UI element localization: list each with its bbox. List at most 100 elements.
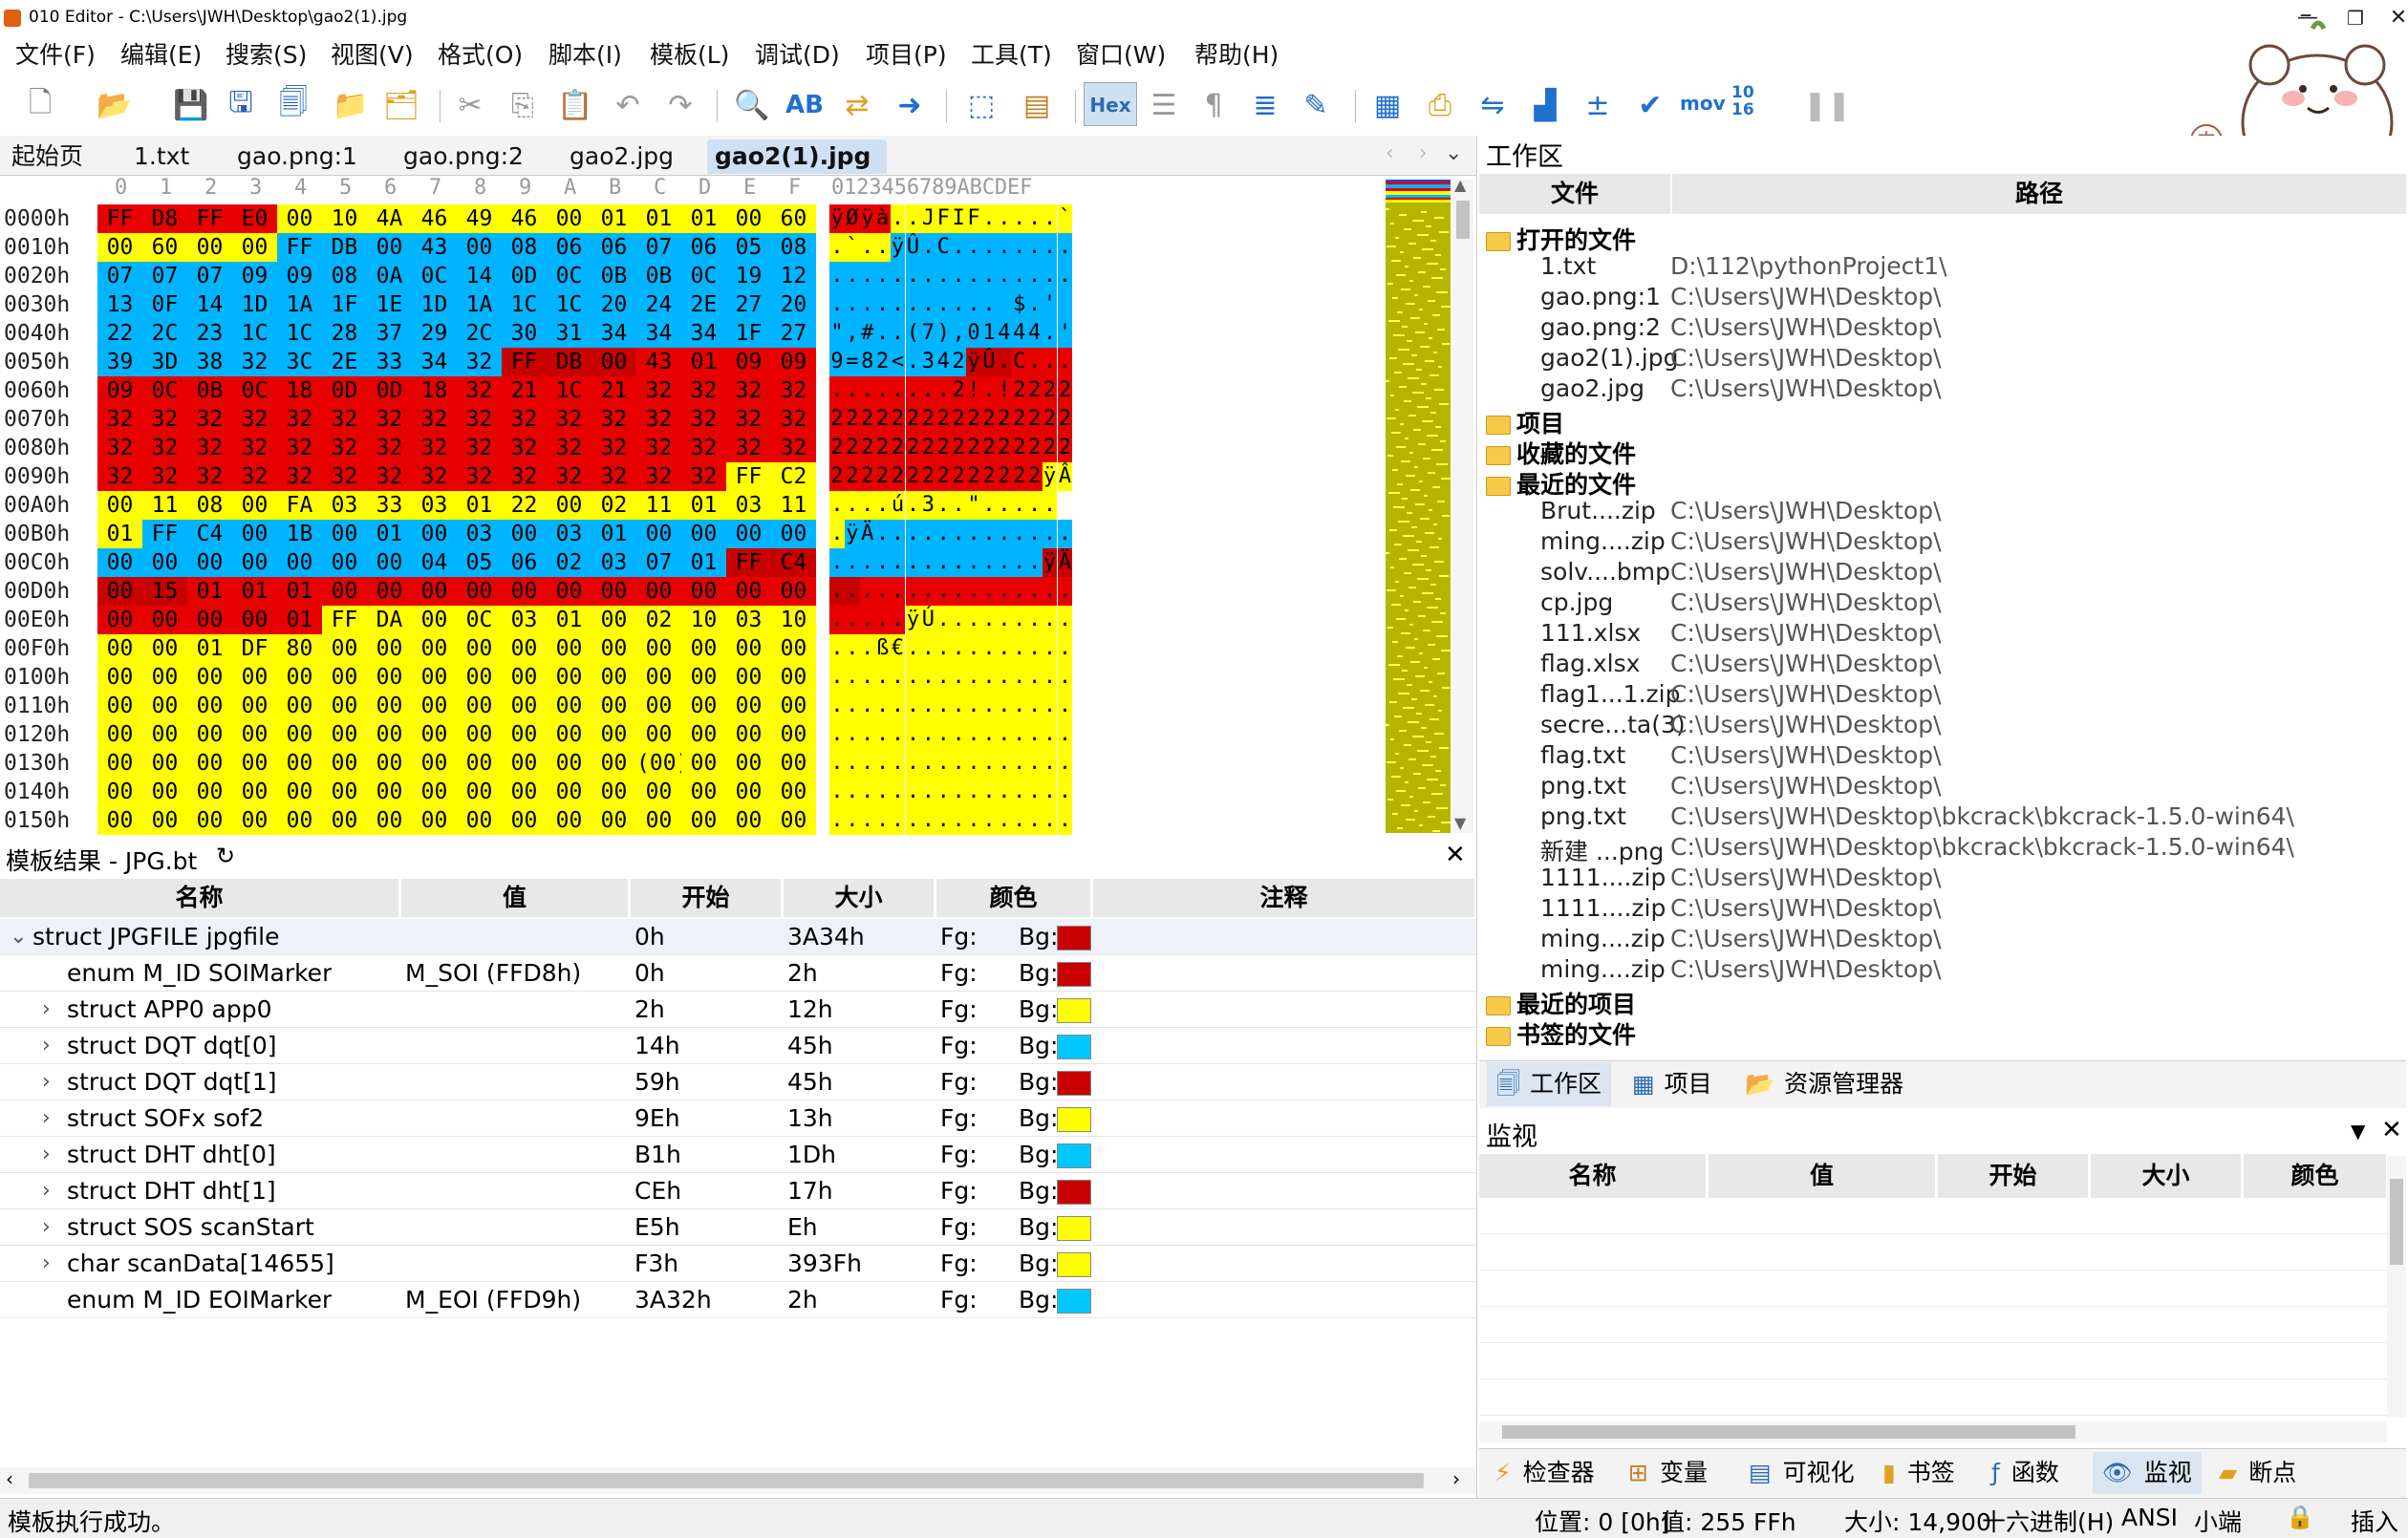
ascii-char[interactable]: ß	[874, 634, 891, 663]
ascii-char[interactable]: .	[935, 548, 952, 577]
hex-byte[interactable]: 1F	[726, 319, 771, 348]
ascii-char[interactable]: .	[951, 692, 967, 720]
ascii-char[interactable]: .	[844, 290, 860, 319]
hex-byte[interactable]: 03	[322, 491, 367, 520]
ascii-char[interactable]: €	[890, 634, 906, 663]
ascii-char[interactable]: Ø	[844, 204, 860, 233]
ascii-char[interactable]: 2	[1026, 462, 1043, 491]
template-row[interactable]: › char scanData[14655] F3h 393Fh Fg: Bg:	[0, 1246, 1476, 1282]
menu-item-10[interactable]: 窗口(W)	[1076, 41, 1167, 69]
ascii-char[interactable]: .	[1011, 606, 1027, 634]
hex-byte[interactable]: 39	[97, 348, 142, 376]
ascii-char[interactable]: .	[874, 720, 891, 749]
hex-byte[interactable]: 00	[547, 204, 591, 233]
ascii-char[interactable]: .	[1042, 634, 1058, 663]
ascii-char[interactable]: .	[981, 663, 997, 692]
ascii-char[interactable]: .	[920, 663, 936, 692]
ascii-char[interactable]: .	[1026, 491, 1043, 520]
projects-folder[interactable]: 项目	[1486, 405, 1564, 439]
ascii-char[interactable]: 2	[1042, 376, 1058, 405]
hex-byte[interactable]: 00	[591, 720, 636, 749]
ascii-char[interactable]: '	[1042, 290, 1058, 319]
hex-byte[interactable]: 32	[187, 462, 232, 491]
hex-byte[interactable]: 00	[142, 720, 187, 749]
hex-byte[interactable]: 01	[187, 577, 232, 606]
ascii-char[interactable]: .	[844, 262, 860, 290]
hex-byte[interactable]: 60	[142, 233, 187, 262]
ascii-char[interactable]: .	[1011, 491, 1027, 520]
hex-byte[interactable]: 00	[591, 806, 636, 835]
color-swatch[interactable]	[1057, 998, 1091, 1023]
ascii-char[interactable]: `	[1057, 204, 1073, 233]
ascii-char[interactable]: .	[920, 749, 936, 778]
ascii-char[interactable]: .	[1011, 204, 1027, 233]
hex-byte[interactable]: 08	[187, 491, 232, 520]
ascii-char[interactable]: .	[1011, 720, 1027, 749]
hex-byte[interactable]: 00	[502, 778, 547, 806]
hex-byte[interactable]: 1A	[457, 290, 502, 319]
ascii-char[interactable]: 2	[966, 462, 981, 491]
ascii-char[interactable]: .	[1042, 720, 1058, 749]
hex-byte[interactable]: 07	[97, 262, 142, 290]
ascii-char[interactable]: .	[996, 548, 1012, 577]
tool-tab-6[interactable]: ▰ 断点	[2215, 1452, 2300, 1494]
hex-byte[interactable]: 30	[502, 319, 547, 348]
hex-byte[interactable]: 34	[636, 319, 681, 348]
hex-byte[interactable]: 00	[142, 806, 187, 835]
ascii-char[interactable]: 2	[966, 405, 981, 434]
workspace-file-name[interactable]: flag.txt	[1540, 741, 1626, 769]
hex-byte[interactable]: 32	[322, 434, 367, 462]
hex-byte[interactable]: 00	[97, 749, 142, 778]
hex-byte[interactable]: 22	[97, 319, 142, 348]
ascii-char[interactable]: .	[829, 577, 845, 606]
ascii-char[interactable]: 2	[981, 405, 997, 434]
hex-byte[interactable]: 01	[187, 634, 232, 663]
ascii-char[interactable]: 2	[844, 405, 860, 434]
hex-byte[interactable]: 00	[591, 348, 636, 376]
hex-byte[interactable]: 00	[771, 806, 816, 835]
hex-byte[interactable]: FF	[277, 233, 322, 262]
save-icon[interactable]: 💾	[173, 88, 209, 122]
template-row[interactable]: › struct DHT dht[0] B1h 1Dh Fg: Bg:	[0, 1137, 1476, 1173]
ascii-char[interactable]: .	[935, 634, 952, 663]
ascii-char[interactable]: .	[905, 663, 921, 692]
hex-byte[interactable]: 00	[97, 778, 142, 806]
ascii-char[interactable]: 4	[1026, 319, 1043, 348]
ascii-char[interactable]: ÿ	[859, 204, 875, 233]
hex-byte[interactable]: 00	[502, 577, 547, 606]
hex-byte[interactable]: 1E	[367, 290, 412, 319]
ascii-char[interactable]: .	[1057, 692, 1073, 720]
ascii-char[interactable]: .	[951, 634, 967, 663]
ascii-char[interactable]: '	[1057, 319, 1073, 348]
ascii-char[interactable]: 2	[1057, 405, 1073, 434]
ascii-char[interactable]: .	[996, 720, 1012, 749]
ascii-char[interactable]: ÿ	[844, 520, 860, 548]
ascii-char[interactable]: 2	[1026, 376, 1043, 405]
hex-byte[interactable]: 00	[187, 720, 232, 749]
ascii-char[interactable]: .	[966, 520, 981, 548]
ascii-char[interactable]: 4	[935, 348, 952, 376]
menu-item-5[interactable]: 脚本(I)	[548, 41, 622, 69]
open-folder-icon[interactable]: 📁	[333, 88, 369, 122]
hex-byte[interactable]: 00	[771, 663, 816, 692]
ascii-char[interactable]: .	[829, 692, 845, 720]
ascii-char[interactable]: 2	[859, 434, 875, 462]
hex-byte[interactable]: 00	[636, 778, 681, 806]
hex-byte[interactable]: 32	[771, 405, 816, 434]
hex-byte[interactable]: 00	[277, 720, 322, 749]
hex-byte[interactable]: 00	[412, 720, 457, 749]
ascii-char[interactable]: 4	[1011, 319, 1027, 348]
ascii-char[interactable]: .	[981, 577, 997, 606]
expand-icon[interactable]: ›	[42, 1143, 51, 1166]
ascii-char[interactable]: .	[905, 577, 921, 606]
ascii-char[interactable]: .	[996, 348, 1012, 376]
hex-byte[interactable]: 00	[187, 548, 232, 577]
hex-byte[interactable]: DB	[547, 348, 591, 376]
ascii-char[interactable]: .	[829, 290, 845, 319]
hex-byte[interactable]: 24	[636, 290, 681, 319]
ascii-char[interactable]: 2	[996, 405, 1012, 434]
hex-byte[interactable]: 01	[681, 491, 726, 520]
hex-byte[interactable]: 0B	[636, 262, 681, 290]
ascii-char[interactable]: .	[981, 606, 997, 634]
menu-item-8[interactable]: 项目(P)	[866, 41, 947, 69]
